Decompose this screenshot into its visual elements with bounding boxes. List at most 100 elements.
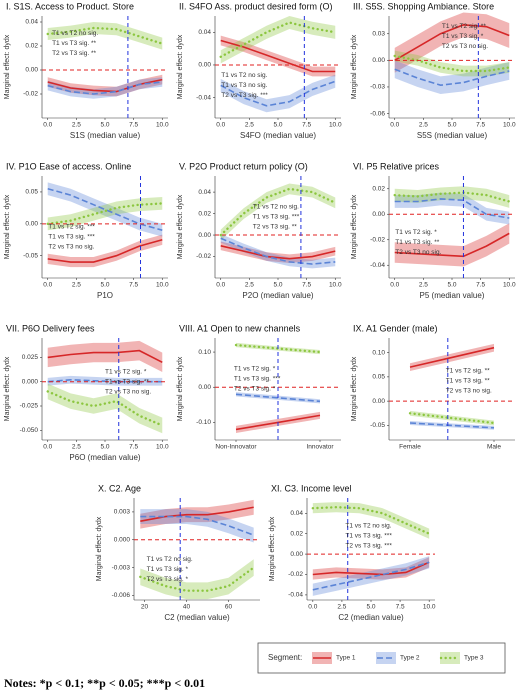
x-tick-label: Female: [399, 444, 421, 451]
annotation: T1 vs T2 no sig.: [52, 30, 98, 37]
x-tick-label: 0.0: [216, 282, 225, 289]
x-tick-label: 0.0: [43, 122, 52, 129]
y-tick-label: -0.050: [20, 427, 39, 434]
x-tick-label: 10.0: [156, 122, 169, 129]
annotation: T1 vs T2 no sig.: [253, 203, 299, 210]
x-tick-label: 10.0: [503, 122, 516, 129]
annotation: T2 vs T3 sig. *: [147, 576, 189, 583]
x-axis-label: P2O (median value): [242, 291, 313, 300]
x-tick-label: 5.0: [366, 604, 375, 611]
y-axis-label: Marginal effect: dydx: [177, 356, 184, 421]
y-axis-label: Marginal effect: dydx: [351, 194, 358, 259]
x-tick-label: 2.5: [72, 122, 81, 129]
x-tick-label: 5.0: [447, 122, 456, 129]
y-tick-label: -0.02: [23, 91, 38, 98]
x-tick-label: Non-Innovator: [215, 444, 257, 451]
panel-title: II. S4FO Ass. product desired form (O): [179, 1, 333, 11]
confidence-band: [220, 233, 336, 269]
annotation: T1 vs T2 no sig.: [147, 556, 193, 563]
x-tick-label: 40: [183, 604, 191, 611]
series-line: [394, 24, 510, 62]
y-tick-label: -0.04: [196, 94, 211, 101]
confidence-band: [220, 35, 336, 77]
y-tick-label: 0.00: [290, 551, 303, 558]
x-tick-label: 2.5: [72, 444, 81, 451]
annotation: T2 vs T3 sig. ***: [345, 542, 392, 549]
series-line: [47, 349, 163, 363]
panel-title: V. P2O Product return policy (O): [179, 161, 308, 171]
x-tick-label: 5.0: [447, 282, 456, 289]
x-tick-label: 0.0: [43, 282, 52, 289]
confidence-band: [47, 182, 163, 237]
series-line: [312, 561, 430, 591]
annotation: T1 vs T3 sig. *: [147, 566, 189, 573]
annotation: T1 vs T2 sig. *: [234, 365, 276, 372]
series-line: [394, 232, 510, 258]
legend-label: Type 2: [400, 655, 420, 662]
y-tick-label: -0.04: [370, 262, 385, 269]
y-tick-label: 0.02: [198, 210, 211, 217]
series-line: [409, 346, 495, 368]
annotation: T1 vs T3 sig. **: [395, 239, 439, 246]
x-tick-label: 5.0: [100, 282, 109, 289]
x-tick-label: 5.0: [273, 122, 282, 129]
annotation: T1 vs T2 sig. **: [446, 367, 490, 374]
panel-title: VIII. A1 Open to new channels: [179, 323, 301, 333]
x-axis-label: C2 (median value): [164, 613, 230, 622]
y-tick-label: -0.02: [370, 236, 385, 243]
legend-label: Type 3: [464, 655, 484, 662]
annotation: T1 vs T3 sig. ***: [345, 532, 392, 539]
series-line: [140, 515, 254, 536]
y-axis-label: Marginal effect: dydx: [4, 194, 11, 259]
y-tick-label: -0.006: [112, 592, 131, 599]
y-tick-label: -0.05: [23, 252, 38, 259]
confidence-band: [394, 12, 510, 73]
panel-title: VII. P6O Delivery fees: [6, 323, 95, 333]
y-tick-label: 0.00: [198, 384, 211, 391]
y-axis-label: Marginal effect: dydx: [177, 194, 184, 259]
series-line: [220, 80, 336, 107]
y-tick-label: 0.04: [290, 510, 303, 517]
x-tick-label: 7.5: [302, 282, 311, 289]
confidence-band: [312, 557, 430, 580]
y-tick-label: 0.00: [198, 62, 211, 69]
confidence-band: [47, 234, 163, 268]
annotation: T2 vs T3 sig. **: [253, 223, 297, 230]
y-axis-label: Marginal effect: dydx: [351, 356, 358, 421]
series-line: [408, 412, 496, 425]
y-tick-label: 0.04: [25, 19, 38, 26]
annotation: T1 vs T2 no sig.: [345, 522, 391, 529]
y-tick-label: -0.04: [288, 592, 303, 599]
confidence-band: [312, 502, 430, 539]
annotation: T1 vs T3 sig. **: [105, 378, 149, 385]
x-tick-label: 5.0: [100, 122, 109, 129]
annotation: T1 vs T3 sig. ***: [48, 234, 95, 241]
annotation: T1 vs T3 sig. *: [442, 33, 484, 40]
y-tick-label: 0.03: [372, 30, 385, 37]
x-axis-label: P6O (median value): [69, 453, 140, 462]
series-line: [311, 505, 431, 535]
x-tick-label: 7.5: [129, 122, 138, 129]
y-tick-label: 0.02: [290, 530, 303, 537]
series-line: [47, 238, 163, 263]
y-axis-label: Marginal effect: dydx: [4, 356, 11, 421]
x-axis-label: P1O: [97, 291, 113, 300]
annotation: T2 vs T3 sig. ***: [221, 92, 268, 99]
x-tick-label: Innovator: [306, 444, 334, 451]
legend-title: Segment:: [268, 653, 302, 662]
annotation: T1 vs T3 sig. ***: [234, 375, 281, 382]
y-tick-label: 0.003: [114, 509, 131, 516]
panel-title: IX. A1 Gender (male): [353, 323, 438, 333]
annotation: T2 vs T3 no sig.: [446, 387, 492, 394]
x-axis-label: S4FO (median value): [240, 131, 316, 140]
x-tick-label: 5.0: [100, 444, 109, 451]
y-tick-label: 0.00: [25, 221, 38, 228]
y-tick-label: -0.003: [112, 564, 131, 571]
annotation: T2 vs T3 sig. *: [234, 385, 276, 392]
x-tick-label: 10.0: [329, 282, 342, 289]
annotation: T1 vs T2 no sig.: [221, 72, 267, 79]
annotation: T1 vs T2 sig. *: [395, 229, 437, 236]
legend-label: Type 1: [336, 655, 356, 662]
series-line: [220, 237, 336, 265]
